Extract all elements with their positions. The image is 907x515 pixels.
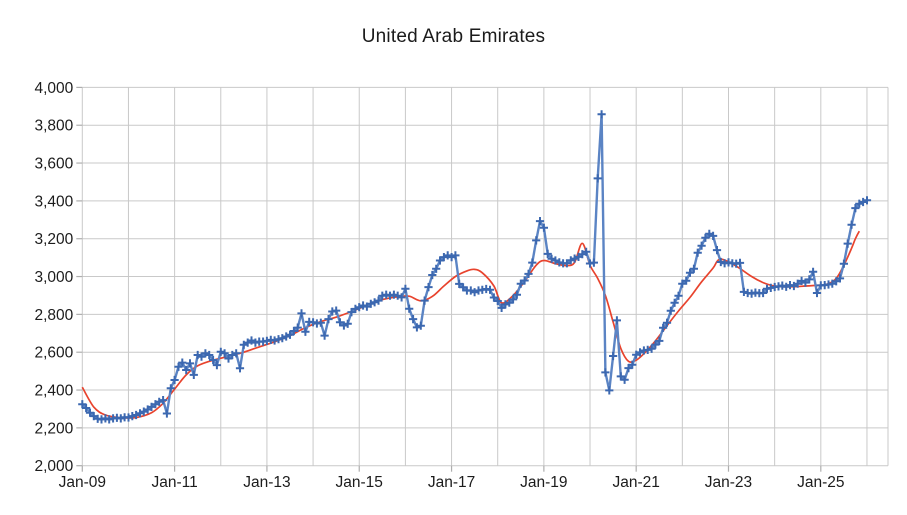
x-tick-label: Jan-19 <box>520 474 567 491</box>
x-tick-label: Jan-11 <box>151 474 197 491</box>
y-tick-label: 4,000 <box>35 80 74 97</box>
y-tick-label: 3,000 <box>35 269 74 286</box>
y-tick-label: 2,000 <box>35 458 74 475</box>
y-tick-label: 3,400 <box>35 193 74 210</box>
chart-title: United Arab Emirates <box>361 26 546 47</box>
plus-markers <box>78 110 872 424</box>
y-tick-label: 3,800 <box>35 118 74 135</box>
x-tick-label: Jan-23 <box>705 474 752 491</box>
y-tick-label: 3,600 <box>35 156 74 173</box>
x-tick-label: Jan-15 <box>336 474 383 491</box>
x-tick-label: Jan-09 <box>59 474 106 491</box>
y-tick-label: 2,200 <box>35 420 74 437</box>
x-tick-label: Jan-21 <box>612 474 659 491</box>
y-tick-label: 3,200 <box>35 231 74 248</box>
y-tick-label: 2,400 <box>35 383 74 400</box>
x-tick-label: Jan-17 <box>428 474 475 491</box>
monthly-line-series <box>81 113 868 421</box>
y-tick-label: 2,800 <box>35 307 74 324</box>
y-tick-label: 2,600 <box>35 345 74 362</box>
x-tick-label: Jan-13 <box>243 474 290 491</box>
x-tick-label: Jan-25 <box>797 474 844 491</box>
